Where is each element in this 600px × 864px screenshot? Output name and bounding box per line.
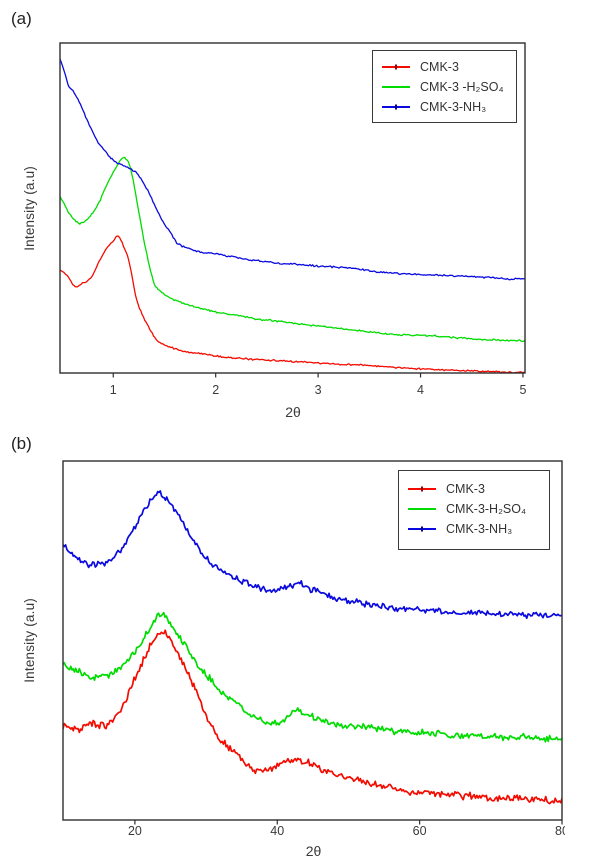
x-tick-label: 1 bbox=[110, 383, 117, 397]
curve-cmk-3 bbox=[60, 235, 525, 373]
x-tick-label: 80 bbox=[555, 824, 565, 838]
plot-border bbox=[59, 42, 526, 374]
x-tick-label: 5 bbox=[519, 383, 526, 397]
panel-b-plot-svg: 20 40 60 80 bbox=[62, 460, 565, 838]
panel-a-plot-svg: 1 2 3 4 5 bbox=[59, 42, 526, 397]
legend-label: CMK-3 bbox=[420, 60, 459, 74]
legend-label: CMK-3-NH₃ bbox=[446, 522, 513, 536]
x-tick-label: 20 bbox=[128, 824, 142, 838]
legend-line-blue bbox=[408, 526, 436, 532]
legend-label: CMK-3 -H₂SO₄ bbox=[420, 80, 504, 94]
x-axis-ticks: 1 2 3 4 5 bbox=[110, 373, 526, 397]
panel-b: (b) Intensity (a.u) 20 40 60 80 2θ CMK-3 CM… bbox=[0, 430, 600, 864]
legend-line-red bbox=[382, 64, 410, 70]
legend-marker-icon bbox=[421, 526, 423, 532]
curve-cmk-3 bbox=[63, 629, 562, 805]
panel-a-label: (a) bbox=[11, 9, 32, 28]
legend-marker-icon bbox=[395, 104, 397, 110]
legend-row: CMK-3-H₂SO₄ bbox=[399, 499, 549, 519]
x-tick-label: 40 bbox=[270, 824, 284, 838]
x-tick-label: 4 bbox=[417, 383, 424, 397]
curves-group bbox=[60, 58, 525, 373]
legend-line-red bbox=[408, 486, 436, 492]
legend-label: CMK-3-H₂SO₄ bbox=[446, 502, 527, 516]
plot-border bbox=[62, 460, 563, 821]
panel-a-legend: CMK-3 CMK-3 -H₂SO₄ CMK-3-NH₃ bbox=[372, 50, 517, 123]
legend-row: CMK-3 -H₂SO₄ bbox=[373, 77, 516, 97]
panel-b-label: (b) bbox=[11, 434, 32, 453]
legend-row: CMK-3 bbox=[399, 479, 549, 499]
legend-row: CMK-3 bbox=[373, 57, 516, 77]
legend-line-green bbox=[408, 508, 436, 510]
panel-b-legend: CMK-3 CMK-3-H₂SO₄ CMK-3-NH₃ bbox=[398, 470, 550, 550]
curves-group bbox=[63, 490, 562, 805]
legend-row: CMK-3-NH₃ bbox=[399, 519, 549, 539]
panel-a: (a) Intensity (a.u) 1 2 3 4 5 2θ CMK-3 CMK-3… bbox=[11, 9, 526, 420]
panel-a-y-axis-label: Intensity (a.u) bbox=[21, 165, 37, 251]
curve-cmk-3-h-so- bbox=[63, 611, 562, 743]
legend-label: CMK-3 bbox=[446, 482, 485, 496]
legend-row: CMK-3-NH₃ bbox=[373, 97, 516, 117]
legend-line-green bbox=[382, 86, 410, 88]
curve-cmk-3-nh- bbox=[60, 58, 525, 281]
panel-a-x-axis-label: 2θ bbox=[285, 404, 301, 420]
panel-b-y-axis-label: Intensity (a.u) bbox=[21, 598, 37, 683]
panel-b-x-axis-label: 2θ bbox=[305, 843, 322, 859]
legend-label: CMK-3-NH₃ bbox=[420, 100, 487, 114]
curve-cmk-3-nh- bbox=[63, 490, 562, 620]
legend-marker-icon bbox=[395, 64, 397, 70]
x-tick-label: 3 bbox=[315, 383, 322, 397]
x-tick-label: 60 bbox=[413, 824, 427, 838]
legend-marker-icon bbox=[421, 486, 423, 492]
x-tick-label: 2 bbox=[212, 383, 219, 397]
legend-line-blue bbox=[382, 104, 410, 110]
curve-cmk-3-h-so- bbox=[60, 156, 525, 343]
x-axis-ticks: 20 40 60 80 bbox=[128, 820, 565, 838]
